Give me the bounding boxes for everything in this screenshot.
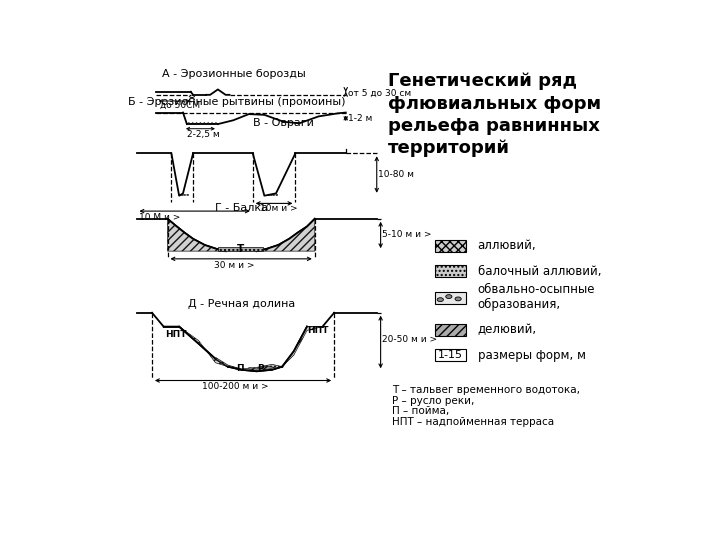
Polygon shape xyxy=(256,219,315,251)
Bar xyxy=(435,265,466,278)
Text: Т: Т xyxy=(237,244,244,254)
Text: 5-10 м и >: 5-10 м и > xyxy=(382,231,432,239)
Text: до 50СМ: до 50СМ xyxy=(160,101,200,110)
Polygon shape xyxy=(249,366,274,372)
Ellipse shape xyxy=(273,194,274,195)
Text: НПТ – надпойменная терраса: НПТ – надпойменная терраса xyxy=(392,417,554,427)
Text: обвально-осыпные
образования,: обвально-осыпные образования, xyxy=(477,282,595,310)
Ellipse shape xyxy=(184,194,186,195)
Text: 100-200 м и >: 100-200 м и > xyxy=(202,382,269,391)
Text: 1-2 м: 1-2 м xyxy=(348,114,372,123)
Text: Р: Р xyxy=(256,363,264,373)
Text: от 5 до 30 см: от 5 до 30 см xyxy=(348,89,411,98)
Text: А - Эрозионные борозды: А - Эрозионные борозды xyxy=(161,69,305,79)
Ellipse shape xyxy=(268,194,270,195)
Bar xyxy=(435,349,466,361)
Text: Г - Балка: Г - Балка xyxy=(215,203,268,213)
Bar xyxy=(435,292,466,304)
Text: Т – тальвег временного водотока,: Т – тальвег временного водотока, xyxy=(392,384,580,395)
Text: 2-2,5 м: 2-2,5 м xyxy=(187,130,220,139)
Bar xyxy=(435,323,466,336)
Polygon shape xyxy=(215,357,282,372)
Polygon shape xyxy=(168,219,225,251)
Text: П: П xyxy=(235,363,243,373)
Text: 10-80 м: 10-80 м xyxy=(378,170,414,179)
Text: 10м и >: 10м и > xyxy=(261,204,298,213)
Bar xyxy=(435,240,466,252)
Text: аллювий,: аллювий, xyxy=(477,239,536,252)
Text: П – пойма,: П – пойма, xyxy=(392,406,449,416)
Ellipse shape xyxy=(455,297,462,301)
Text: 10 М и >: 10 М и > xyxy=(139,213,180,222)
Text: В - Овраги: В - Овраги xyxy=(253,118,314,127)
Text: НПТ: НПТ xyxy=(165,330,186,339)
Ellipse shape xyxy=(186,194,189,195)
Text: 20-50 м и >: 20-50 м и > xyxy=(382,335,437,344)
Ellipse shape xyxy=(271,194,272,195)
Text: балочный аллювий,: балочный аллювий, xyxy=(477,265,601,278)
Text: делювий,: делювий, xyxy=(477,323,536,336)
Ellipse shape xyxy=(446,295,452,299)
Ellipse shape xyxy=(276,194,278,195)
Text: 30 м и >: 30 м и > xyxy=(214,260,254,269)
Text: Д - Речная долина: Д - Речная долина xyxy=(187,299,294,308)
Ellipse shape xyxy=(437,298,444,301)
Text: 1-15: 1-15 xyxy=(438,350,463,360)
Text: Генетический ряд
флювиальных форм
рельефа равнинных
территорий: Генетический ряд флювиальных форм рельеф… xyxy=(388,72,601,157)
Ellipse shape xyxy=(181,194,183,195)
Ellipse shape xyxy=(179,194,181,195)
Polygon shape xyxy=(163,327,228,367)
Text: НПТ: НПТ xyxy=(307,326,328,335)
Text: размеры форм, м: размеры форм, м xyxy=(477,349,585,362)
Text: Б - Эрозионные рытвины (промоины): Б - Эрозионные рытвины (промоины) xyxy=(128,97,346,107)
Polygon shape xyxy=(282,327,323,367)
Text: Р – русло реки,: Р – русло реки, xyxy=(392,395,474,406)
Polygon shape xyxy=(218,247,263,251)
